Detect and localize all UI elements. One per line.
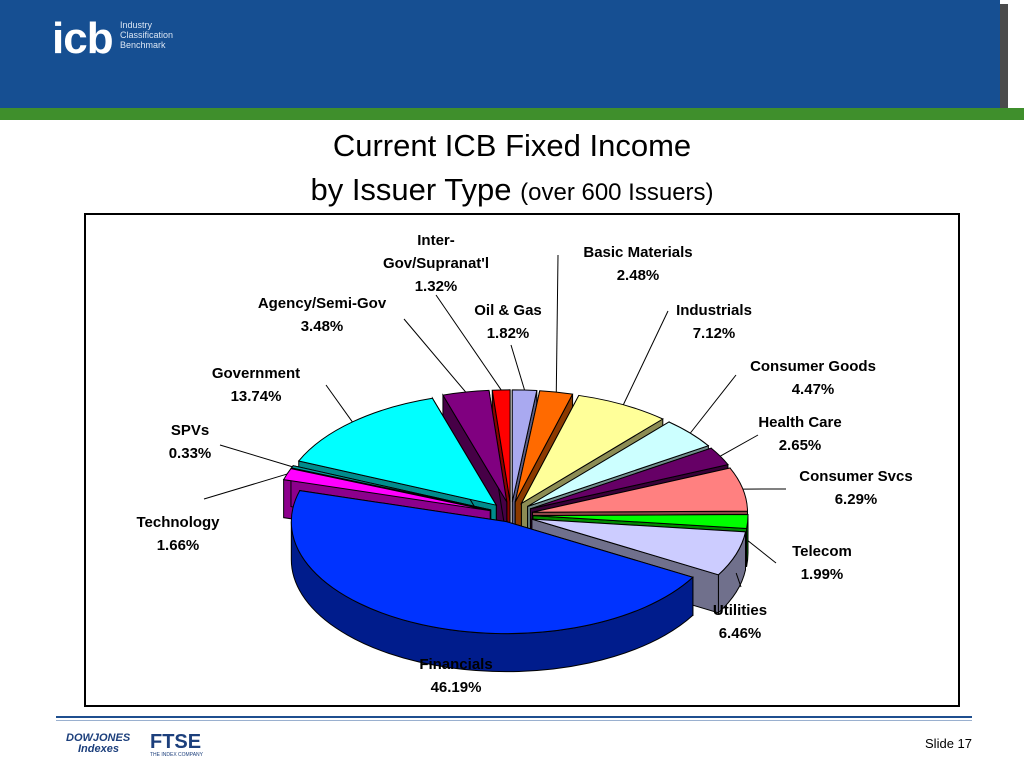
leader-line-industrials [622, 310, 669, 405]
label-consumer-goods: Consumer Goods [750, 358, 876, 375]
value-agency-semi-gov: 3.48% [301, 318, 344, 335]
slide-number: Slide 17 [925, 736, 972, 751]
value-consumer-goods: 4.47% [792, 381, 835, 398]
header-accent-stripe [0, 108, 1024, 120]
value-technology: 1.66% [157, 537, 200, 554]
slide-title-paren: (over 600 Issuers) [520, 179, 714, 206]
label-inter-gov-supranat-l-1: Inter- [417, 232, 455, 249]
dow-jones-logo: DOWJONES Indexes [66, 733, 130, 755]
label-financials: Financials [419, 656, 492, 673]
label-spvs: SPVs [171, 422, 209, 439]
leader-line-utilities [735, 572, 742, 588]
value-consumer-svcs: 6.29% [835, 491, 878, 508]
value-inter-gov-supranat-l: 1.32% [415, 278, 458, 295]
value-financials: 46.19% [431, 679, 482, 696]
label-government: Government [212, 365, 300, 382]
value-industrials: 7.12% [693, 325, 736, 342]
label-agency-semi-gov: Agency/Semi-Gov [258, 295, 387, 312]
label-telecom: Telecom [792, 543, 852, 560]
chart-frame: Oil & Gas 1.82% Basic Materials 2.48% Indust… [84, 213, 960, 707]
logo-line-1: Industry [120, 20, 153, 30]
footer-rule-thin [56, 720, 972, 721]
slice-financials [290, 490, 694, 673]
value-government: 13.74% [231, 388, 282, 405]
label-utilities: Utilities [713, 602, 767, 619]
value-spvs: 0.33% [169, 445, 212, 462]
icb-logo: icb [52, 14, 114, 63]
ftse-logo-subtitle: THE INDEX COMPANY [150, 752, 203, 758]
slide-title-main: by Issuer Type [310, 172, 512, 207]
header-bar [0, 0, 1000, 108]
label-consumer-svcs: Consumer Svcs [799, 468, 912, 485]
label-inter-gov-supranat-l-2: Gov/Supranat'l [383, 255, 489, 272]
value-basic-materials: 2.48% [617, 267, 660, 284]
label-industrials: Industrials [676, 302, 752, 319]
label-basic-materials: Basic Materials [583, 244, 692, 261]
dow-jones-line-1: DOWJONES [66, 732, 131, 744]
value-oil-gas: 1.82% [487, 325, 530, 342]
leader-line-technology [203, 473, 288, 500]
logo-line-3: Benchmark [120, 40, 166, 50]
leader-line-oil-gas [510, 344, 526, 391]
pie-chart: Oil & Gas 1.82% Basic Materials 2.48% Indust… [136, 232, 912, 696]
footer-rule [56, 716, 972, 718]
label-oil-gas: Oil & Gas [474, 302, 542, 319]
label-technology: Technology [136, 514, 220, 531]
leader-line-consumer-goods [689, 374, 737, 434]
leader-line-health-care [719, 434, 759, 457]
slide-title-line-1: Current ICB Fixed Income [332, 128, 692, 163]
leader-line-telecom [747, 540, 777, 564]
value-health-care: 2.65% [779, 437, 822, 454]
ftse-logo: FTSE [150, 731, 202, 753]
leader-line-spvs [219, 444, 293, 468]
value-utilities: 6.46% [719, 625, 762, 642]
leader-line-basic-materials [555, 254, 559, 393]
value-telecom: 1.99% [801, 566, 844, 583]
logo-line-2: Classification [120, 30, 174, 40]
dow-jones-line-2: Indexes [78, 743, 119, 755]
leader-line-inter-gov-supranat-l [435, 294, 502, 391]
leader-line-government [325, 384, 353, 423]
leader-line-agency-semi-gov [403, 318, 467, 393]
label-health-care: Health Care [758, 414, 841, 431]
slide-title-line-2: by Issuer Type (over 600 Issuers) [0, 172, 1024, 208]
icb-logo-subtitle: Industry Classification Benchmark [120, 20, 173, 50]
